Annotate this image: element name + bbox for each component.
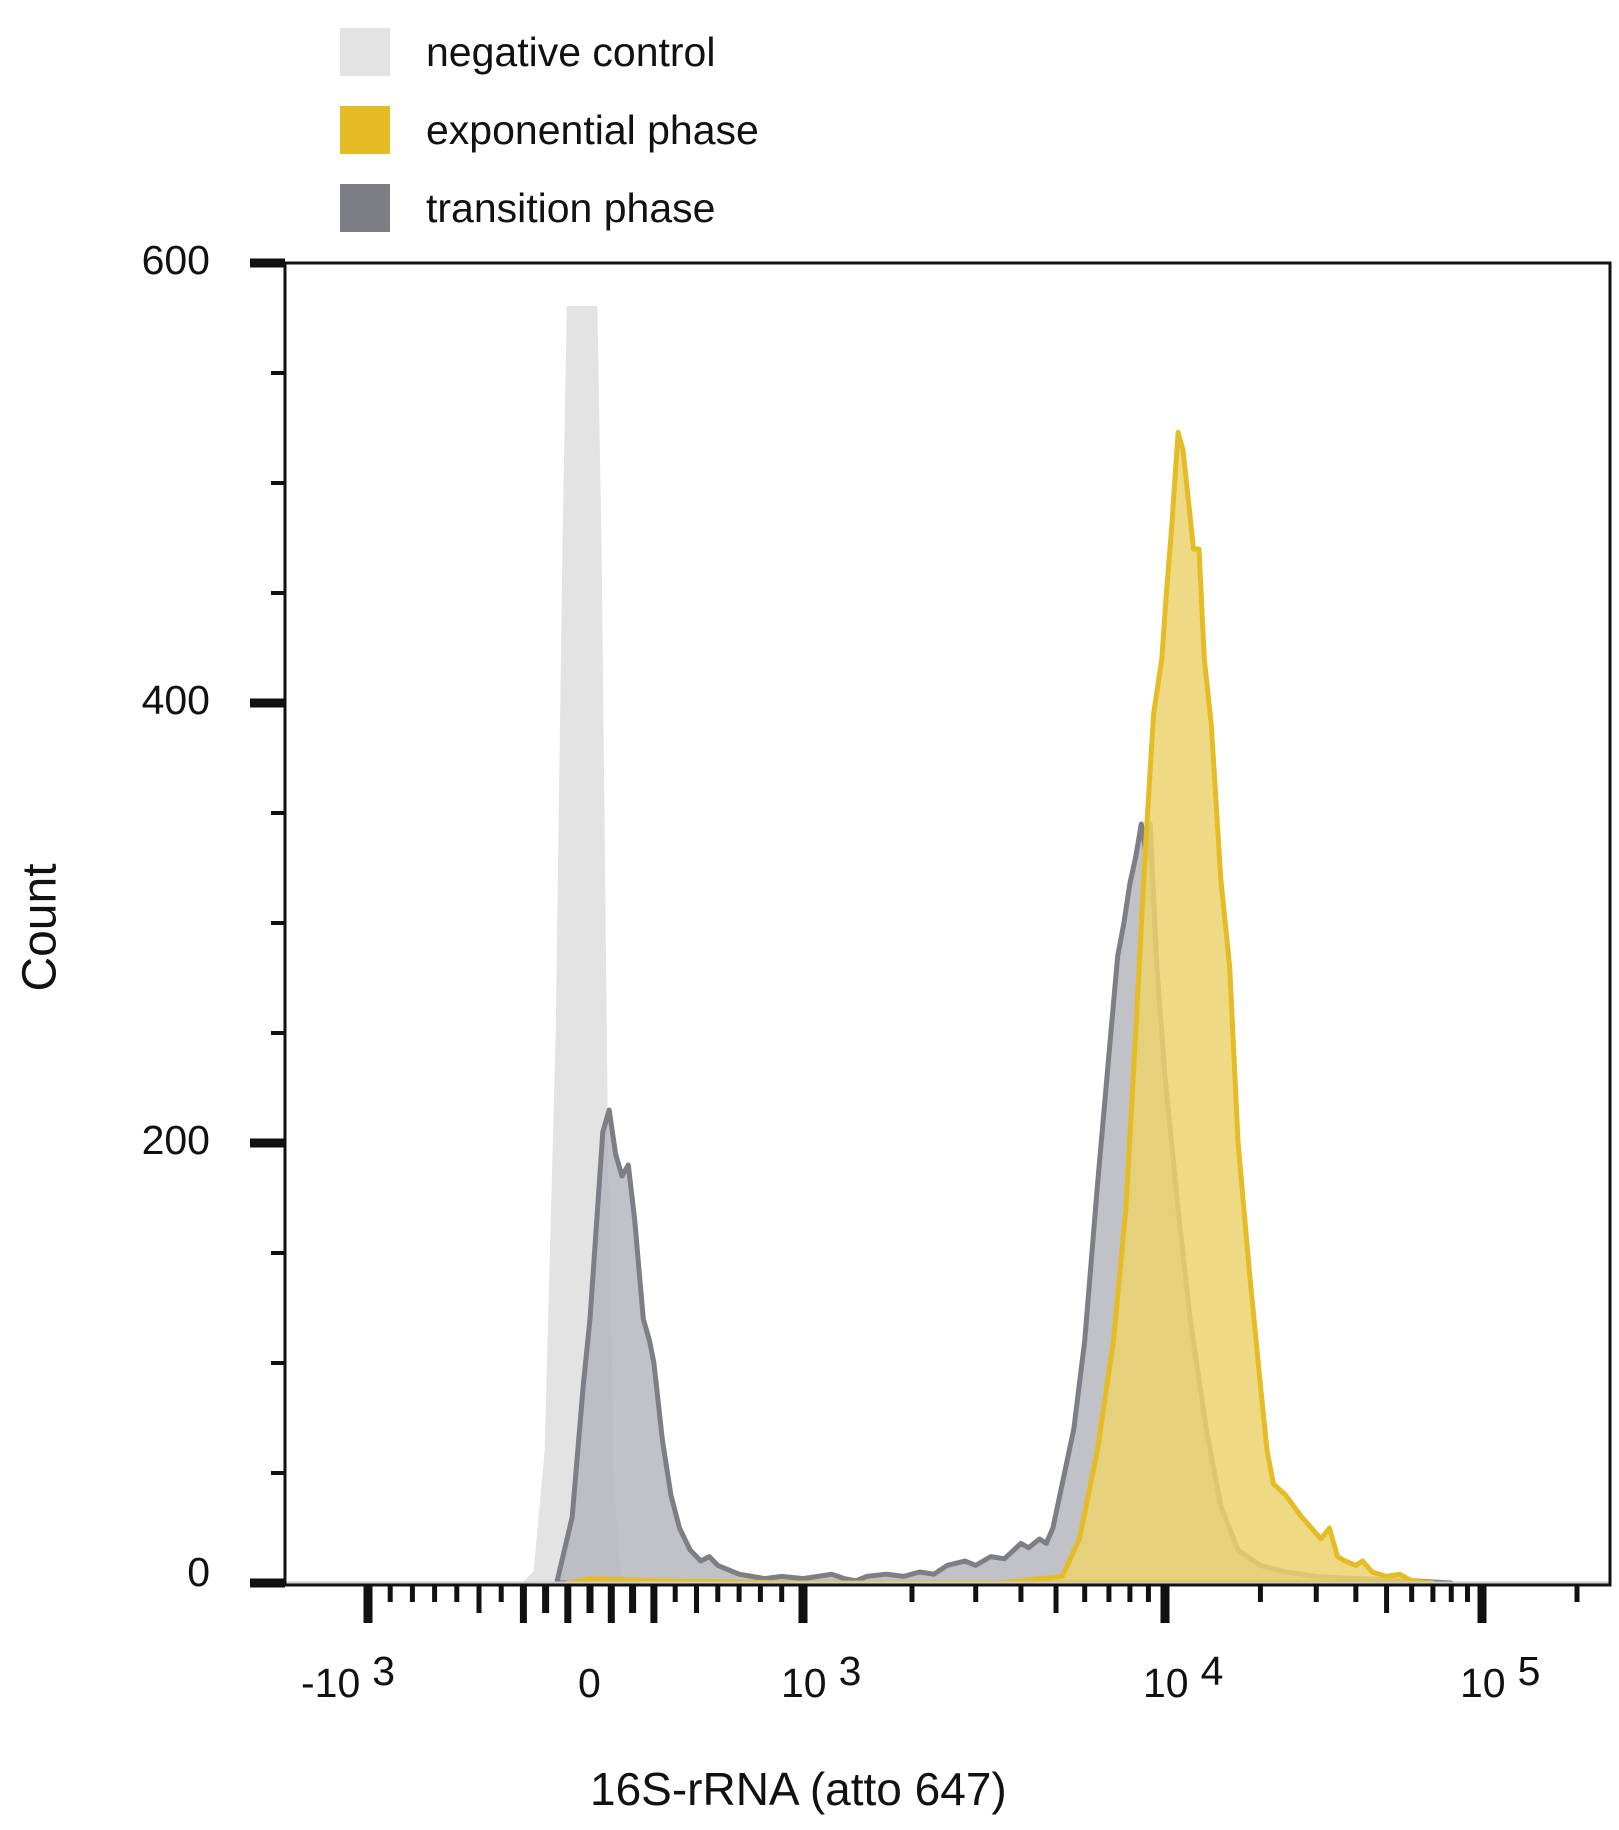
x-tick-label: 0 bbox=[578, 1660, 601, 1706]
legend-label-transition-phase: transition phase bbox=[426, 185, 716, 231]
x-tick-label: 10 5 bbox=[1460, 1648, 1541, 1706]
series-exponential-phase bbox=[565, 429, 1436, 1586]
legend-swatch-exponential-phase bbox=[340, 106, 390, 154]
legend-label-exponential-phase: exponential phase bbox=[426, 107, 759, 153]
legend-item-negative-control: negative control bbox=[340, 22, 940, 76]
legend-swatch-transition-phase bbox=[340, 184, 390, 232]
legend-label-negative-control: negative control bbox=[426, 29, 716, 75]
y-tick-label: 600 bbox=[141, 237, 210, 283]
x-axis-label: 16S-rRNA (atto 647) bbox=[590, 1763, 1007, 1815]
y-tick-label: 200 bbox=[141, 1117, 210, 1163]
y-tick-label: 0 bbox=[187, 1549, 210, 1595]
series-layer bbox=[285, 306, 1610, 1586]
legend-item-transition-phase: transition phase bbox=[340, 178, 940, 232]
y-tick-label: 400 bbox=[141, 677, 210, 723]
y-axis-label: Count bbox=[13, 863, 67, 992]
x-tick-label: -10 3 bbox=[301, 1648, 396, 1706]
series-transition-phase bbox=[554, 821, 1454, 1586]
x-tick-label: 10 3 bbox=[781, 1648, 862, 1706]
plot-frame bbox=[283, 261, 1612, 1587]
y-axis-ticks bbox=[250, 258, 285, 1588]
x-tick-label: 10 4 bbox=[1143, 1648, 1224, 1706]
x-axis-ticks bbox=[363, 1585, 1580, 1623]
legend-swatch-negative-control bbox=[340, 28, 390, 76]
legend-item-exponential-phase: exponential phase bbox=[340, 100, 940, 154]
